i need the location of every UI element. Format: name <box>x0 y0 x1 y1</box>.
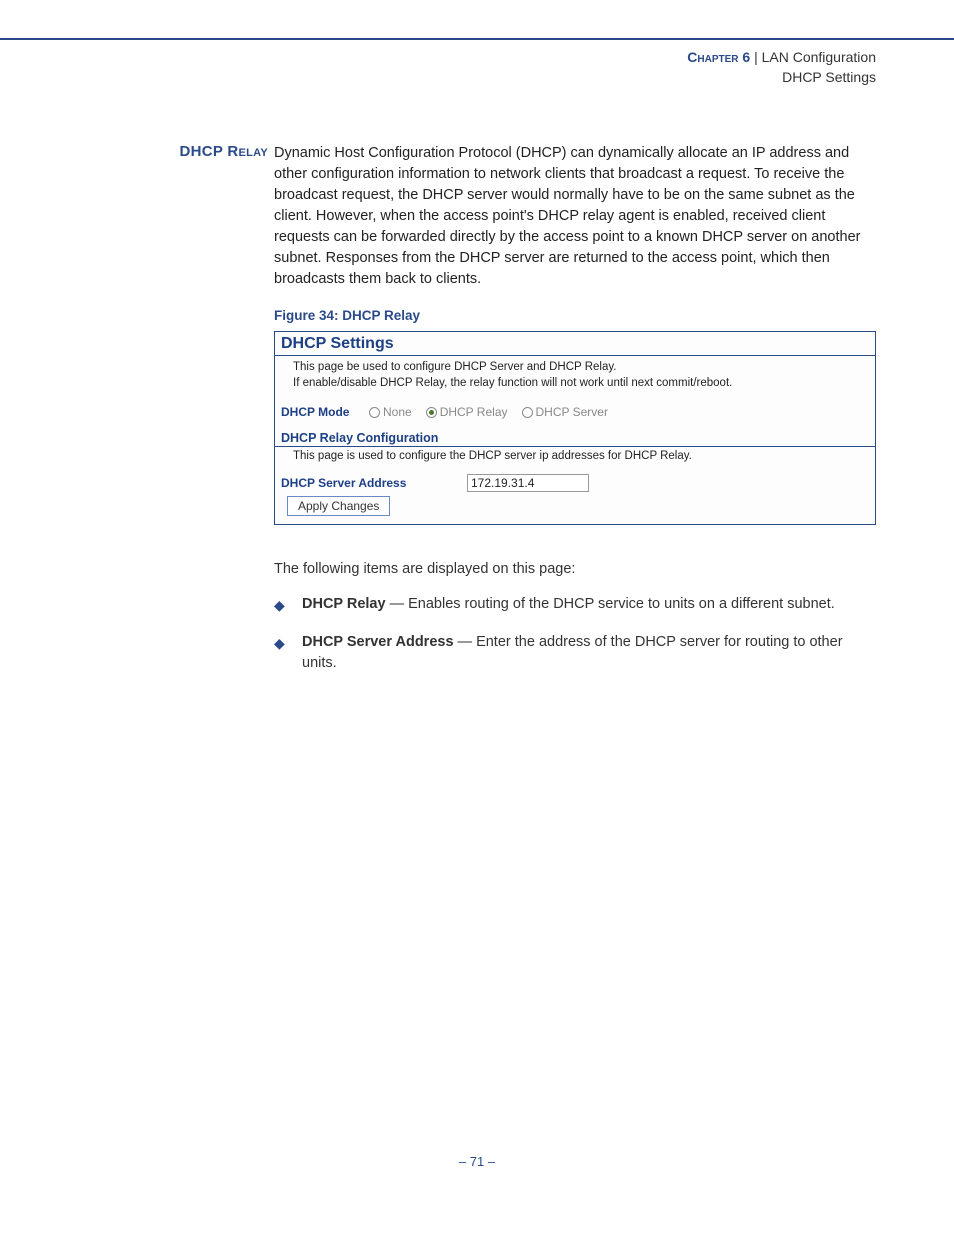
dhcp-settings-panel: DHCP Settings This page be used to confi… <box>274 331 876 525</box>
diamond-icon: ◆ <box>274 632 302 653</box>
radio-label: None <box>383 405 412 419</box>
dhcp-mode-relay-radio[interactable]: DHCP Relay <box>426 405 508 419</box>
server-address-label: DHCP Server Address <box>281 476 467 490</box>
radio-dot-icon <box>429 410 434 415</box>
page-header: Chapter 6 | LAN Configuration DHCP Setti… <box>0 40 954 87</box>
panel-title: DHCP Settings <box>275 332 875 356</box>
section-heading: DHCP Relay <box>156 143 274 160</box>
radio-icon <box>522 407 533 418</box>
page-number: – 71 – <box>0 1154 954 1199</box>
bullet-term: DHCP Server Address <box>302 634 454 650</box>
radio-label: DHCP Server <box>536 405 608 419</box>
dhcp-mode-server-radio[interactable]: DHCP Server <box>522 405 608 419</box>
list-item: ◆ DHCP Relay — Enables routing of the DH… <box>274 594 876 615</box>
chapter-title: LAN Configuration <box>762 49 876 65</box>
bullet-desc: — Enables routing of the DHCP service to… <box>386 596 835 612</box>
header-separator: | <box>754 49 758 65</box>
radio-label: DHCP Relay <box>440 405 508 419</box>
header-subtitle: DHCP Settings <box>0 68 876 88</box>
figure-caption: Figure 34: DHCP Relay <box>274 308 876 323</box>
chapter-label: Chapter 6 <box>687 49 750 65</box>
section-body: Dynamic Host Configuration Protocol (DHC… <box>274 143 876 290</box>
diamond-icon: ◆ <box>274 594 302 615</box>
list-item: ◆ DHCP Server Address — Enter the addres… <box>274 632 876 674</box>
dhcp-mode-radio-group: None DHCP Relay DHCP Server <box>369 405 608 419</box>
bullet-term: DHCP Relay <box>302 596 386 612</box>
bullet-list: ◆ DHCP Relay — Enables routing of the DH… <box>274 594 876 673</box>
server-address-input[interactable] <box>467 474 589 492</box>
panel-desc-line2: If enable/disable DHCP Relay, the relay … <box>293 377 732 389</box>
dhcp-mode-none-radio[interactable]: None <box>369 405 412 419</box>
relay-config-heading: DHCP Relay Configuration <box>275 429 875 447</box>
panel-description: This page be used to configure DHCP Serv… <box>275 356 875 399</box>
panel-desc-line1: This page be used to configure DHCP Serv… <box>293 361 616 373</box>
post-intro: The following items are displayed on thi… <box>274 559 876 580</box>
relay-config-desc: This page is used to configure the DHCP … <box>275 447 875 470</box>
dhcp-mode-label: DHCP Mode <box>281 405 369 419</box>
radio-icon <box>369 407 380 418</box>
apply-changes-button[interactable]: Apply Changes <box>287 496 390 516</box>
radio-icon <box>426 407 437 418</box>
